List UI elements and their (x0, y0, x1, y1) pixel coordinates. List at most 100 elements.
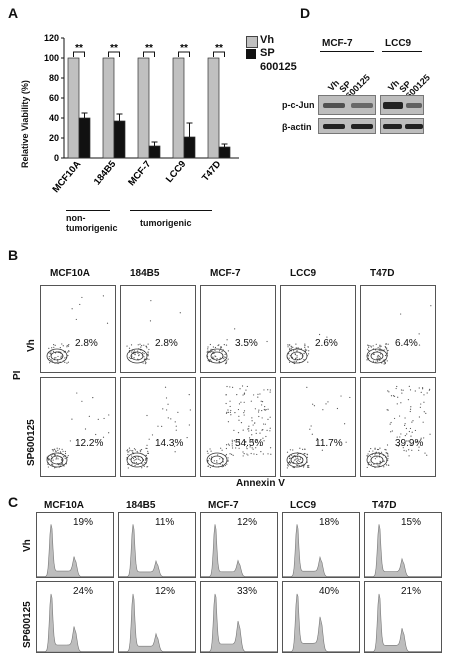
event-dot (52, 464, 54, 466)
cell-cycle-histogram: 40% (282, 581, 360, 653)
event-dot (257, 396, 259, 398)
event-dot (429, 433, 431, 435)
event-dot (267, 453, 269, 455)
event-dot (227, 350, 229, 352)
event-dot (145, 345, 147, 347)
event-dot (295, 343, 297, 345)
event-dot (251, 417, 253, 419)
event-dot (144, 461, 146, 464)
dna-content-distribution (118, 524, 196, 578)
event-dot (262, 423, 265, 425)
event-dot (51, 463, 53, 465)
event-dot (131, 355, 133, 357)
event-dot (393, 417, 396, 420)
event-dot (216, 461, 218, 463)
event-dot (245, 389, 247, 391)
event-dot (269, 416, 271, 418)
apoptosis-percent: 12.2% (75, 438, 104, 449)
event-dot (382, 359, 384, 361)
event-dot (406, 440, 408, 442)
event-dot (293, 350, 295, 352)
flow-plot: 14.3% (120, 377, 196, 477)
legend-swatch-vh (246, 36, 258, 48)
apoptosis-percent: 14.3% (155, 438, 184, 449)
event-dot (234, 412, 236, 414)
significance-label: ** (75, 43, 83, 54)
panel-b-col-mcf10a: MCF10A (50, 268, 91, 279)
event-dot (229, 400, 231, 402)
event-dot (294, 358, 297, 360)
event-dot (269, 391, 271, 393)
event-dot (349, 396, 351, 399)
event-dot (133, 459, 135, 461)
event-dot (377, 448, 380, 451)
event-dot (303, 453, 305, 455)
event-dot (59, 464, 61, 466)
dna-content-distribution (364, 524, 442, 578)
dna-content-distribution (200, 593, 278, 653)
event-dot (222, 465, 225, 467)
event-dot (84, 428, 87, 430)
event-dot (126, 449, 129, 451)
event-dot (68, 350, 70, 352)
event-dot (146, 447, 148, 450)
event-dot (142, 362, 144, 364)
event-dot (207, 460, 209, 462)
event-dot (221, 449, 223, 451)
event-dot (370, 447, 372, 450)
event-dot (143, 358, 146, 360)
blot-group-mcf7: MCF-7 (322, 38, 353, 49)
event-dot (49, 352, 51, 355)
event-dot (259, 432, 261, 434)
event-dot (404, 424, 406, 426)
event-dot (223, 357, 225, 360)
event-dot (61, 343, 63, 345)
event-dot (404, 417, 406, 419)
event-dot (216, 358, 218, 360)
event-dot (213, 352, 215, 355)
event-dot (126, 450, 128, 452)
event-dot (209, 351, 211, 353)
event-dot (259, 444, 261, 446)
event-dot (139, 451, 142, 453)
panel-c-letter: C (8, 494, 19, 510)
g2m-percent: 24% (73, 586, 94, 597)
event-dot (60, 357, 62, 359)
event-dot (214, 346, 217, 349)
event-dot (229, 453, 231, 455)
legend-label-sp: SP (260, 47, 275, 59)
event-dot (293, 461, 295, 463)
event-dot (387, 464, 390, 466)
histogram-plot (282, 524, 360, 578)
event-dot (208, 457, 211, 459)
cell-cycle-histogram: 19% (36, 512, 114, 578)
event-dot (97, 418, 99, 420)
event-dot (170, 418, 172, 420)
event-dot (252, 440, 254, 442)
panel-c-col-mcf10a: MCF10A (44, 500, 85, 511)
histogram-plot (118, 524, 196, 578)
event-dot (385, 449, 387, 451)
event-dot (223, 356, 225, 358)
event-dot (345, 441, 347, 443)
event-dot (48, 347, 50, 350)
event-dot (238, 415, 240, 417)
event-dot (290, 345, 292, 347)
event-dot (296, 462, 298, 464)
event-dot (400, 313, 402, 315)
event-dot (67, 354, 69, 357)
panel-b-letter: B (8, 247, 19, 263)
event-dot (149, 320, 152, 322)
event-dot (129, 357, 131, 360)
event-dot (409, 389, 412, 391)
event-dot (264, 423, 266, 425)
event-dot (379, 461, 381, 463)
event-dot (423, 411, 425, 413)
event-dot (53, 346, 55, 348)
event-dot (207, 452, 209, 454)
event-dot (407, 440, 409, 442)
event-dot (62, 450, 64, 452)
event-dot (344, 423, 346, 425)
event-dot (372, 353, 374, 355)
event-dot (293, 360, 295, 362)
